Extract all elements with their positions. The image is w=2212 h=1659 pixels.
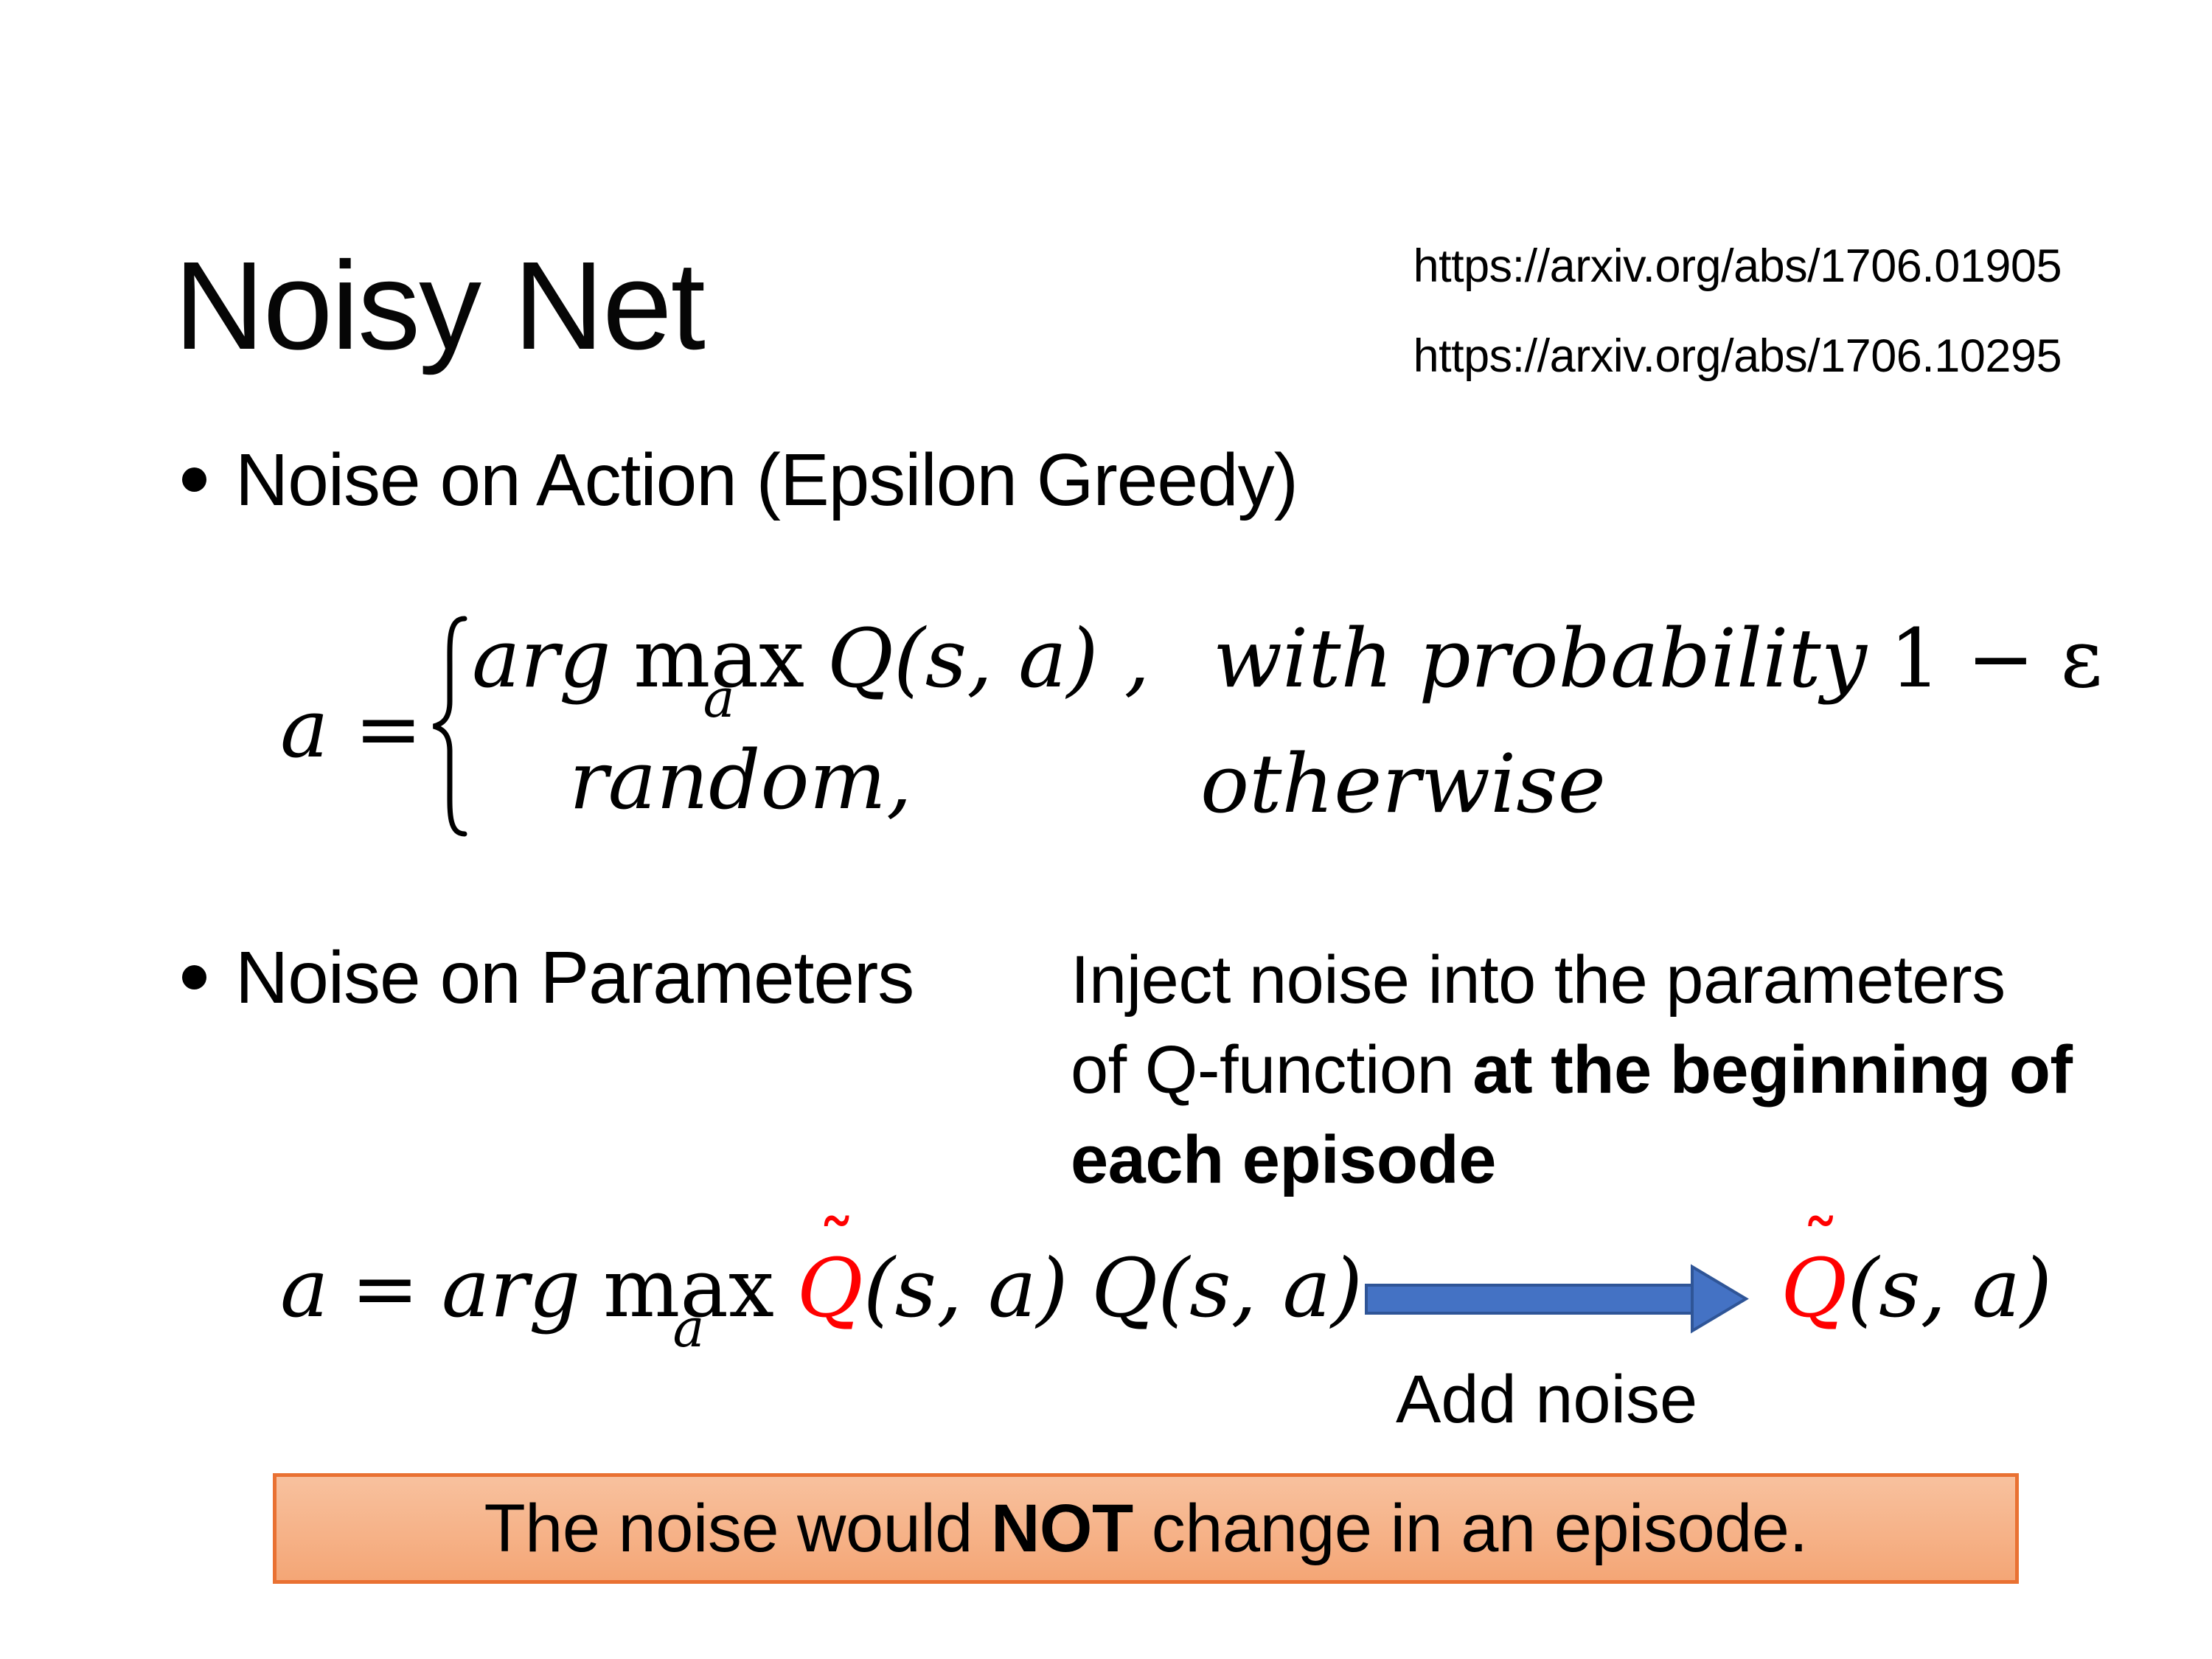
parameters-formula: a = arg max a Q ˜ (s, a) [280,1203,1068,1360]
bullet-label: Noise on Action (Epsilon Greedy) [235,439,1298,521]
bullet-noise-on-parameters: Noise on Parameters [182,939,914,1017]
note-text: The noise would NOT change in an episode… [484,1491,1808,1566]
cases-row2-expression: random, [569,733,912,827]
bullet-dot-icon [182,467,206,492]
arxiv-link-2: https://arxiv.org/abs/1706.10295 [1413,330,2062,382]
page-title: Noisy Net [174,236,706,376]
max-subscript: a [672,1297,705,1360]
max-operator: max a [633,611,805,730]
arrow-label: Add noise [1396,1362,1698,1437]
note-box: The noise would NOT change in an episode… [273,1473,2019,1584]
cases-row2-condition: otherwise [1200,737,1606,831]
arxiv-link-1: https://arxiv.org/abs/1706.01905 [1413,240,2062,292]
q-tilde-red: Q ˜ [796,1203,863,1335]
cases-row1-expression: arg max a Q(s, a) , [472,611,1150,730]
q-function-after: Q ˜ (s, a) [1781,1203,2052,1335]
inject-note-line3: each episode [1071,1122,1496,1197]
inject-note-line2: of Q-function at the beginning of [1071,1032,2073,1107]
bullet-dot-icon [182,965,206,990]
q-function-before: Q(s, a) [1091,1241,1363,1335]
cases-lhs: a = [280,681,422,776]
bullet-label: Noise on Parameters [235,936,914,1019]
q-tilde-red: Q ˜ [1781,1203,1848,1335]
max-operator: max a [603,1241,774,1360]
right-arrow-icon [1365,1264,1749,1334]
arxiv-links: https://arxiv.org/abs/1706.01905 https:/… [1283,221,2062,401]
cases-brace-icon [433,616,467,837]
inject-note-line1: Inject noise into the parameters [1071,942,2006,1018]
bullet-noise-on-action: Noise on Action (Epsilon Greedy) [182,441,1298,519]
cases-row1-condition: with probability 1 − ε [1213,611,2103,706]
max-subscript: a [703,667,735,730]
